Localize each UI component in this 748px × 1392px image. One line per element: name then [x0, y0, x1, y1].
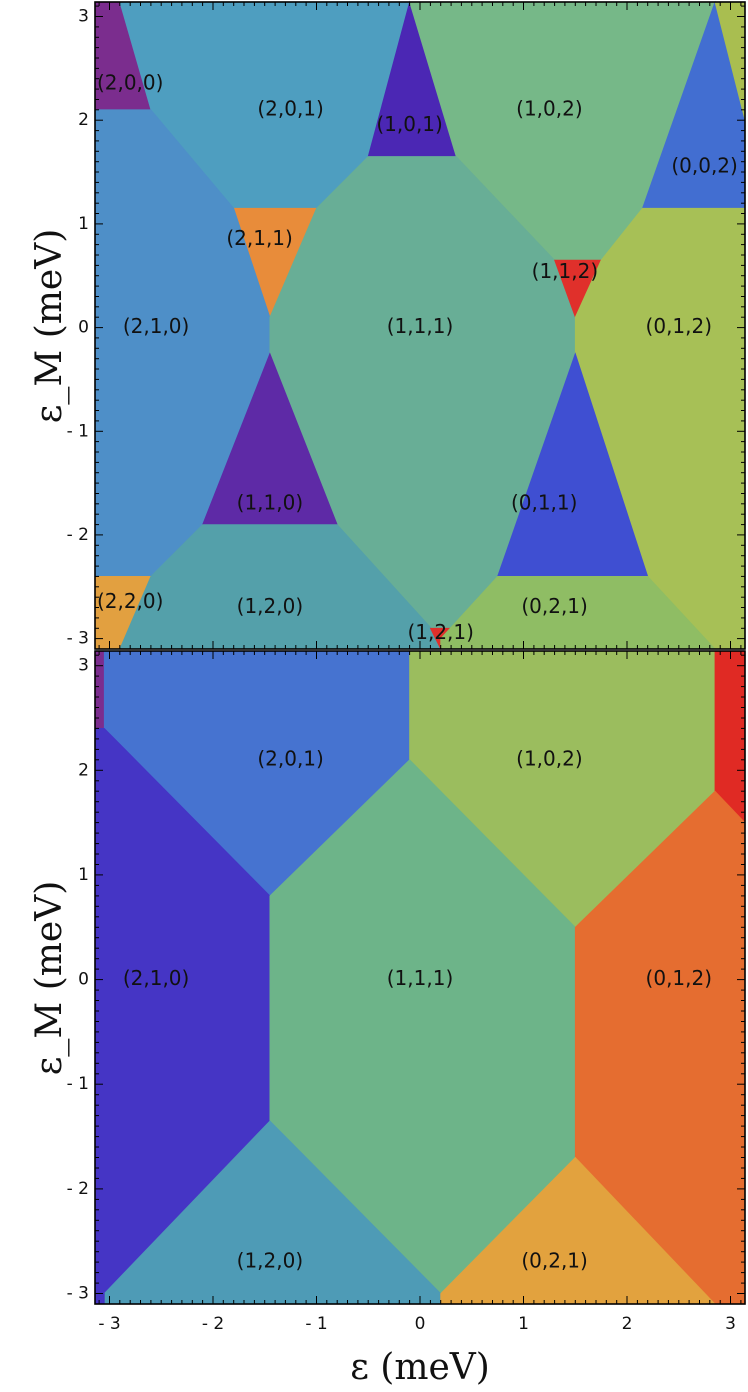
bottom-panel: (2,0,1) (1,0,2) (2,1,0) (1,1,1) (0,1,2) (1,2,… — [29, 650, 746, 1388]
x-tick-label: - 2 — [202, 1314, 224, 1334]
region-label: (1,1,1) — [387, 966, 454, 990]
top-y-axis-title: ε_M (meV) — [29, 229, 70, 423]
bottom-region-labels: (2,0,1) (1,0,2) (2,1,0) (1,1,1) (0,1,2) (1,2,… — [123, 746, 712, 1272]
region-label: (0,1,2) — [646, 314, 713, 338]
region-label: (1,1,1) — [387, 314, 454, 338]
x-tick-label: 2 — [622, 1314, 633, 1334]
region-label: (2,1,0) — [123, 314, 190, 338]
y-tick-label: - 3 — [67, 1284, 89, 1304]
region-label: (2,2,0) — [97, 589, 164, 613]
top-y-tick-labels: - 3 - 2 - 1 0 1 2 3 — [67, 7, 89, 649]
region-label: (2,0,0) — [97, 70, 164, 94]
y-tick-label: 0 — [78, 970, 89, 990]
region-label: (1,2,0) — [237, 594, 304, 618]
region-label: (2,0,1) — [257, 96, 324, 120]
y-tick-label: - 1 — [67, 421, 89, 441]
y-tick-label: 0 — [78, 318, 89, 338]
y-tick-label: - 2 — [67, 525, 89, 545]
region-label: (1,1,0) — [237, 490, 304, 514]
top-ticks — [95, 2, 745, 650]
bottom-y-axis-title: ε_M (meV) — [29, 881, 70, 1075]
y-tick-label: 2 — [78, 110, 89, 130]
x-tick-label: 3 — [725, 1314, 736, 1334]
bottom-regions — [94, 650, 746, 1305]
y-tick-label: - 1 — [67, 1074, 89, 1094]
region-label: (2,0,1) — [257, 746, 324, 770]
region-unlabeled-8 — [94, 1293, 105, 1305]
x-tick-label: 1 — [518, 1314, 529, 1334]
y-tick-label: 3 — [78, 7, 89, 27]
region-label: (0,1,1) — [511, 490, 578, 514]
region-label: (2,1,0) — [123, 966, 190, 990]
region-label: (1,2,0) — [237, 1249, 304, 1273]
region-label: (0,1,2) — [646, 966, 713, 990]
y-tick-label: 1 — [78, 865, 89, 885]
x-tick-label: - 3 — [98, 1314, 120, 1334]
top-regions — [94, 0, 746, 650]
region-label: (0,0,2) — [671, 153, 738, 177]
x-tick-label: - 1 — [305, 1314, 327, 1334]
region-unlabeled-0 — [94, 650, 105, 729]
region-label: (1,0,1) — [376, 112, 443, 136]
y-tick-label: - 3 — [67, 629, 89, 649]
y-tick-label: 3 — [78, 656, 89, 676]
region-label: (2,1,1) — [226, 226, 293, 250]
region-label: (1,0,2) — [516, 96, 583, 120]
region-label: (0,2,1) — [521, 594, 588, 618]
y-tick-label: 1 — [78, 214, 89, 234]
bottom-ticks — [95, 651, 745, 1305]
region-label: (1,0,2) — [516, 746, 583, 770]
bottom-y-tick-labels: - 3 - 2 - 1 0 1 2 3 — [67, 656, 89, 1304]
x-tick-label: 0 — [415, 1314, 426, 1334]
bottom-x-tick-labels: - 3 - 2 - 1 0 1 2 3 — [98, 1314, 736, 1334]
top-region-labels: (2,0,0) (2,0,1) (1,0,1) (1,0,2) (0,0,2) (2,1,… — [97, 70, 738, 644]
top-panel: (2,0,0) (2,0,1) (1,0,1) (1,0,2) (0,0,2) (2,1,… — [29, 0, 746, 650]
region-label: (1,2,1) — [407, 620, 474, 644]
region-label: (1,1,2) — [532, 259, 599, 283]
y-tick-label: 2 — [78, 760, 89, 780]
y-tick-label: - 2 — [67, 1179, 89, 1199]
x-axis-title: ε (meV) — [350, 1347, 490, 1388]
region-label: (0,2,1) — [521, 1249, 588, 1273]
